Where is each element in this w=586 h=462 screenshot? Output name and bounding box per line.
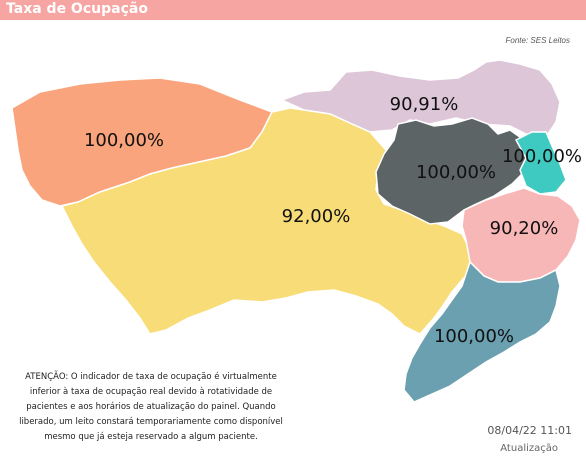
label-north: 90,91% [390, 94, 459, 115]
label-west: 100,00% [84, 130, 164, 151]
label-south: 100,00% [434, 326, 514, 347]
page-title: Taxa de Ocupação [6, 1, 148, 17]
update-label: Atualização [500, 443, 558, 454]
notice-text: ATENÇÃO: O indicador de taxa de ocupação… [19, 372, 283, 442]
region-teal[interactable] [514, 131, 567, 195]
region-south[interactable] [403, 260, 561, 403]
update-timestamp: 08/04/22 11:01 [487, 424, 572, 437]
region-center[interactable] [60, 107, 477, 335]
region-dark[interactable] [375, 117, 531, 225]
header-bar: Taxa de Ocupação [0, 0, 586, 20]
label-teal: 100,00% [502, 146, 582, 167]
label-dark: 100,00% [416, 162, 496, 183]
label-pink: 90,20% [490, 218, 559, 239]
label-center: 92,00% [282, 206, 351, 227]
region-north[interactable] [280, 59, 561, 137]
source-note: Fonte: SES Leitos [505, 36, 570, 45]
